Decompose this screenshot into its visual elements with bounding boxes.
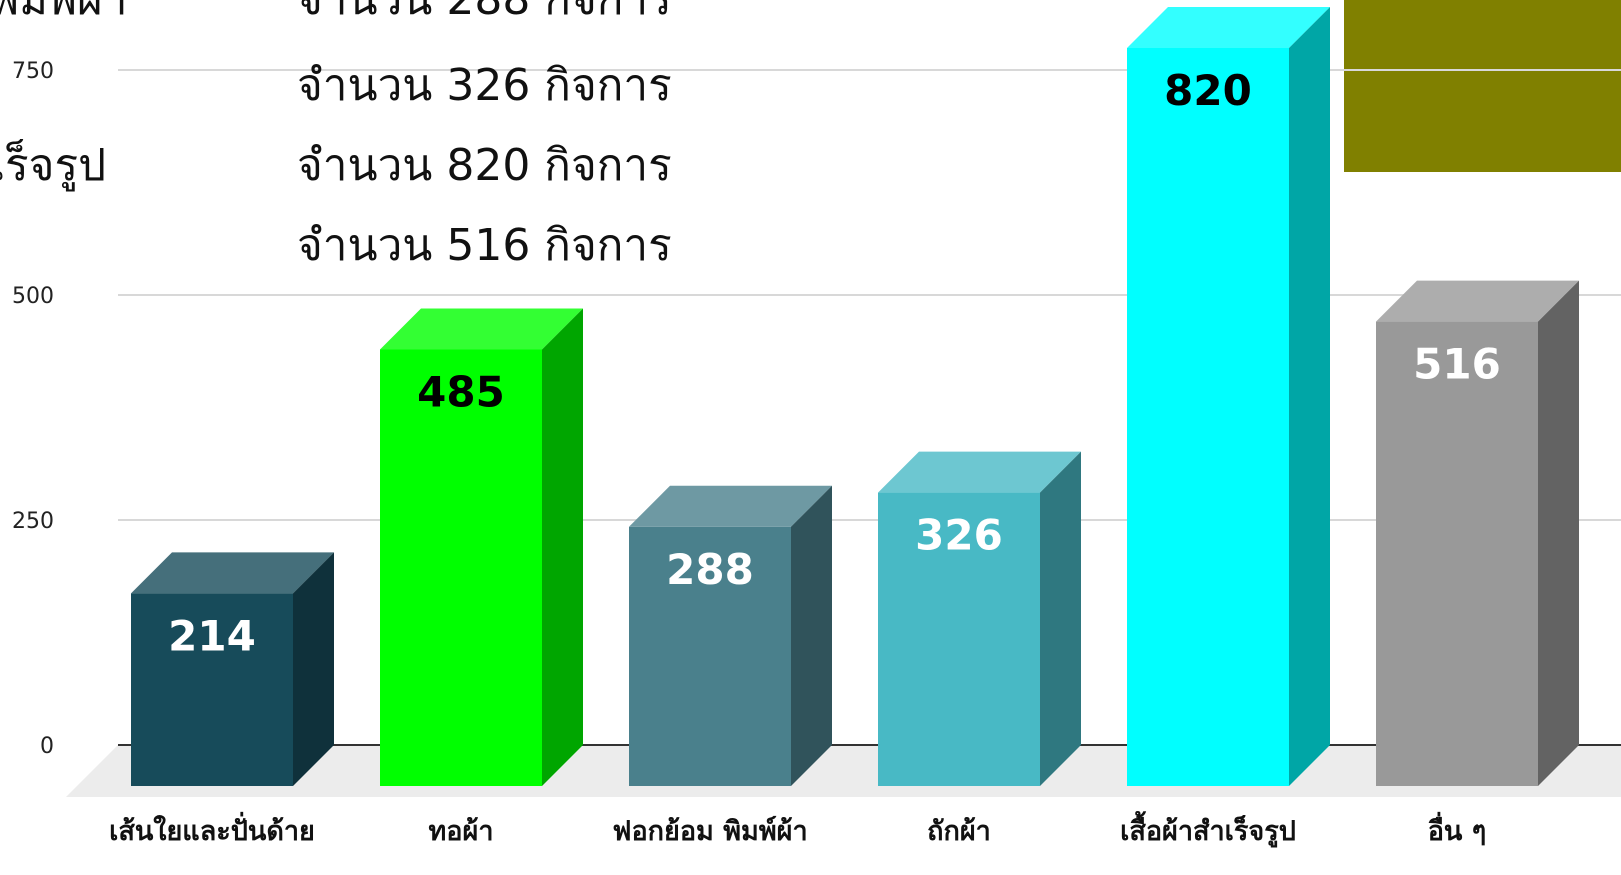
value-label: 326 [915,511,1003,560]
bar-front [380,349,542,786]
bar [878,451,1081,786]
bar-front [629,526,791,786]
annotation: พิมพ์ผ้า [0,0,128,25]
bars: 214 เส้นใยและปั่นด้าย 485 ทอผ้า 288 ฟอกย้อม พ… [109,7,1579,848]
value-label: 820 [1164,66,1252,115]
bar-side [791,485,832,786]
value-label: 288 [666,545,754,594]
bar-top [878,451,1081,493]
bar [629,485,832,786]
annotation: จำนวน 820 กิจการ [297,140,672,191]
bar-front [1376,321,1538,786]
bar-top [629,485,832,527]
bar-side [1538,280,1579,786]
y-tick-label: 750 [12,59,54,84]
x-tick-label: อื่น ๆ [1428,811,1487,847]
bar [131,552,334,786]
x-tick-label: ทอผ้า [429,816,494,847]
y-tick-label: 250 [12,509,54,534]
value-label: 516 [1413,340,1501,389]
annotation: จำนวน 326 กิจการ [297,60,672,111]
grid: 0 250 500 750 [12,59,1621,759]
x-tick-label: เสื้อผ้าสำเร็จรูป [1120,810,1296,848]
bar [1376,280,1579,786]
x-tick-label: เส้นใยและปั่นด้าย [109,811,315,847]
annotation: เร็จรูป [0,139,106,192]
bar-top [1127,7,1330,48]
bar-side [1040,451,1081,786]
bar-front [131,593,293,786]
x-tick-label: ถักผ้า [927,816,991,847]
bar-front [1127,48,1289,786]
y-tick-label: 0 [40,734,54,759]
bar-side [293,552,334,786]
olive-box [1344,0,1621,172]
value-label: 214 [168,611,256,660]
bar [1127,7,1330,786]
bar-front [878,492,1040,786]
bar-top [380,308,583,350]
annotation: จำนวน 288 กิจการ [297,0,672,25]
bar-side [1289,7,1330,786]
annotation: จำนวน 516 กิจการ [297,220,672,271]
bar-top [1376,280,1579,322]
x-tick-label: ฟอกย้อม พิมพ์ผ้า [612,815,807,847]
bar-top [131,552,334,594]
bar [380,308,583,786]
bar-side [542,308,583,786]
value-label: 485 [417,368,505,417]
y-tick-label: 500 [12,284,54,309]
